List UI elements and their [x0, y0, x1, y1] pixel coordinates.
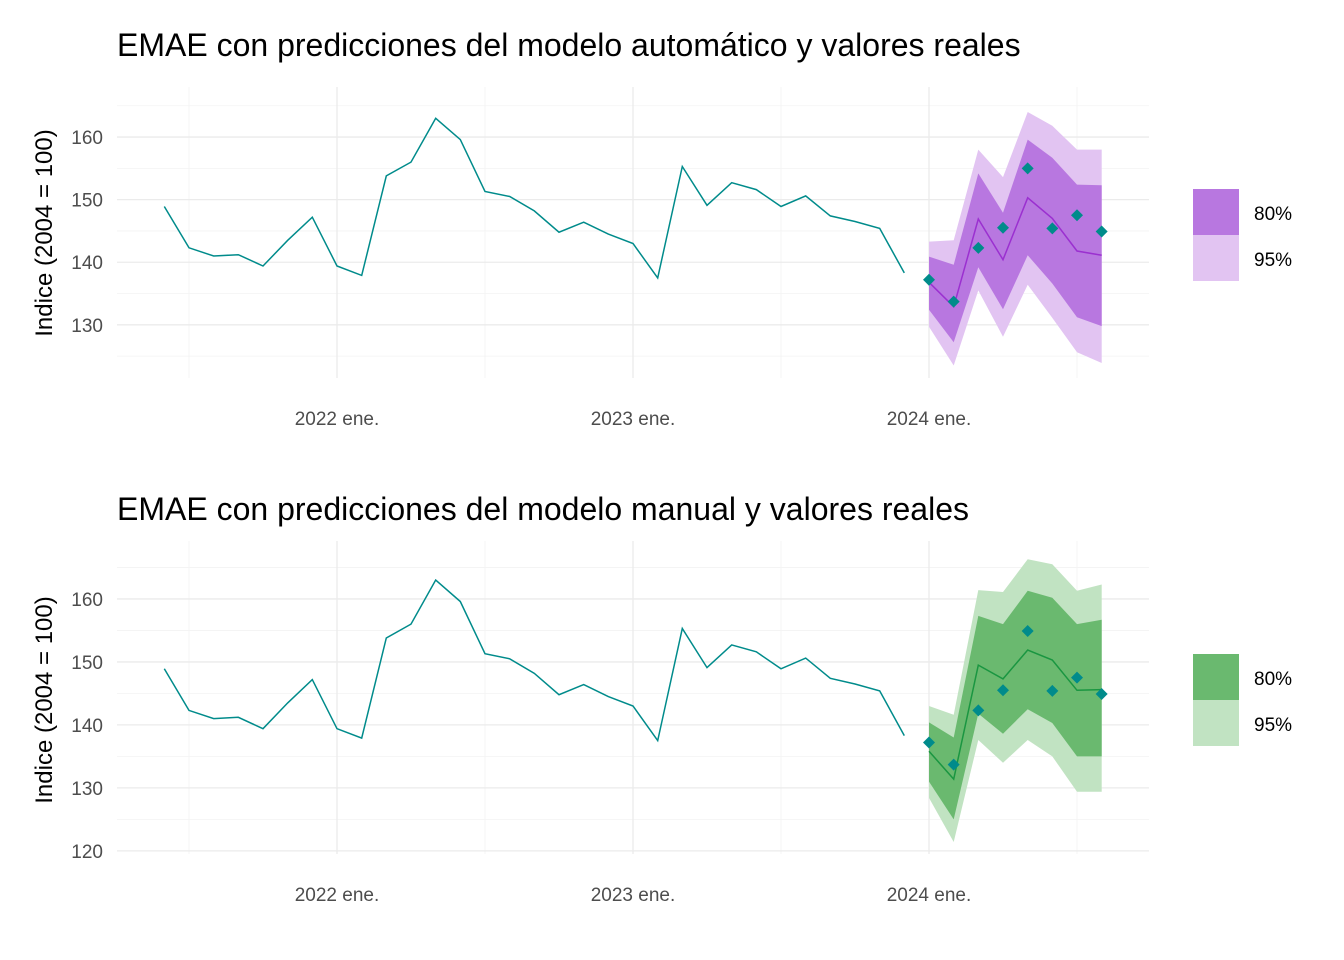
- chart-title: EMAE con predicciones del modelo automát…: [117, 27, 1021, 63]
- prediction-interval-80: [929, 139, 1102, 343]
- legend-label-95: 95%: [1254, 250, 1292, 271]
- actual-value-point: [947, 758, 960, 771]
- forecast-mean-line: [928, 196, 1102, 309]
- legend-label-95: 95%: [1254, 715, 1292, 736]
- y-tick-label: 140: [71, 716, 103, 737]
- actual-value-point: [972, 704, 985, 717]
- actual-value-point: [972, 241, 985, 254]
- x-tick-labels: 2022 ene. 2023 ene. 2024 ene.: [295, 885, 972, 906]
- y-tick-labels: 120 130 140 150 160: [71, 590, 103, 863]
- actual-value-point: [947, 295, 960, 308]
- x-tick-label: 2022 ene.: [295, 409, 380, 430]
- x-tick-label: 2024 ene.: [887, 885, 972, 906]
- actual-value-point: [923, 736, 935, 749]
- history-line: [163, 117, 905, 280]
- actual-value-point: [1095, 225, 1108, 238]
- legend-label-80: 80%: [1254, 669, 1292, 690]
- actual-value-point: [1071, 671, 1083, 684]
- y-axis-label: Indice (2004 = 100): [31, 596, 58, 803]
- y-tick-label: 120: [71, 842, 103, 863]
- x-tick-label: 2023 ene.: [591, 885, 676, 906]
- legend-swatch-80: [1193, 189, 1239, 235]
- actual-value-point: [1046, 684, 1059, 697]
- y-tick-label: 140: [71, 253, 103, 274]
- y-axis-label: Indice (2004 = 100): [31, 129, 58, 336]
- actual-value-point: [997, 684, 1009, 697]
- y-tick-label: 160: [71, 128, 103, 149]
- y-tick-label: 130: [71, 316, 103, 337]
- chart-title: EMAE con predicciones del modelo manual …: [117, 491, 969, 527]
- y-tick-labels: 130 140 150 160: [71, 128, 103, 337]
- actual-value-point: [997, 221, 1009, 234]
- chart-panel-manual: EMAE con predicciones del modelo manual …: [31, 491, 1292, 906]
- band-80: [929, 139, 1102, 343]
- legend-swatch-95: [1193, 700, 1239, 746]
- legend-label-80: 80%: [1254, 204, 1292, 225]
- actual-value-point: [1095, 688, 1108, 701]
- history-line: [163, 578, 905, 743]
- actual-points: [923, 625, 1108, 771]
- forecast-mean-line: [928, 649, 1102, 781]
- actual-points: [923, 162, 1108, 308]
- actual-value-point: [1021, 625, 1034, 638]
- legend: 80% 95%: [1193, 654, 1292, 746]
- legend-swatch-80: [1193, 654, 1239, 700]
- legend-swatch-95: [1193, 235, 1239, 281]
- actual-value-point: [1071, 209, 1083, 222]
- actual-value-point: [1046, 222, 1059, 235]
- x-tick-label: 2024 ene.: [887, 409, 972, 430]
- band-80: [929, 590, 1102, 820]
- y-tick-label: 160: [71, 590, 103, 611]
- series-lines: [163, 578, 1102, 781]
- x-tick-label: 2022 ene.: [295, 885, 380, 906]
- y-tick-label: 150: [71, 653, 103, 674]
- legend: 80% 95%: [1193, 189, 1292, 281]
- x-tick-labels: 2022 ene. 2023 ene. 2024 ene.: [295, 409, 972, 430]
- prediction-interval-80: [929, 590, 1102, 820]
- actual-value-point: [1021, 162, 1034, 175]
- series-lines: [163, 117, 1102, 309]
- y-tick-label: 130: [71, 779, 103, 800]
- actual-value-point: [923, 273, 935, 286]
- y-tick-label: 150: [71, 191, 103, 212]
- chart-panel-auto: EMAE con predicciones del modelo automát…: [31, 27, 1292, 430]
- x-tick-label: 2023 ene.: [591, 409, 676, 430]
